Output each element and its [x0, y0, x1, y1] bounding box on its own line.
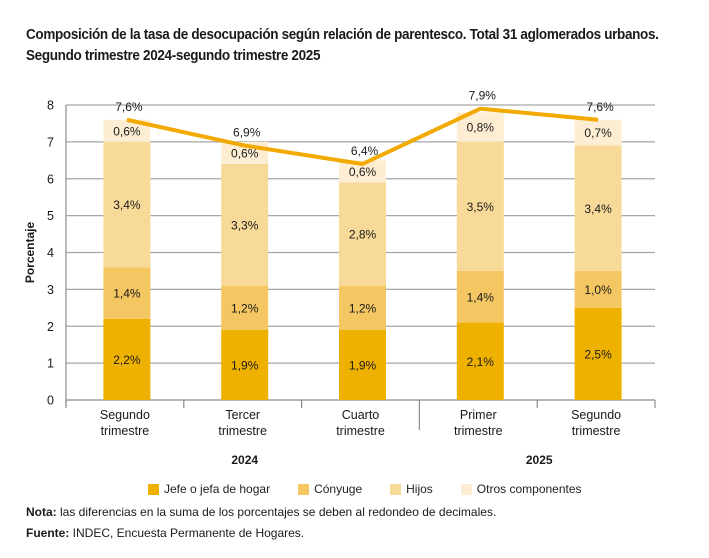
- bar-segment-hijos: [103, 141, 151, 268]
- bar-segment-jefe-o-jefa-de-hogar: [456, 322, 504, 400]
- bar-segment-c-nyuge: [103, 267, 151, 319]
- bar-data-label: 2,1%: [467, 355, 495, 369]
- y-tick-label: 5: [47, 209, 54, 223]
- bar-data-label: 1,4%: [113, 287, 141, 301]
- line-data-label: 6,4%: [351, 144, 379, 158]
- y-tick-label: 8: [47, 99, 54, 113]
- x-category-label: trimestre: [454, 424, 503, 438]
- x-category-label: Segundo: [100, 408, 150, 422]
- x-category-label: Cuarto: [342, 408, 380, 422]
- y-tick-label: 3: [47, 283, 54, 297]
- bar-segment-hijos: [456, 141, 504, 271]
- legend-item: Jefe o jefa de hogar: [148, 482, 270, 496]
- x-category-label: trimestre: [336, 424, 385, 438]
- bar-data-label: 1,2%: [349, 301, 377, 315]
- bar-segment-otros-componentes: [339, 160, 386, 183]
- chart-title-line-2: Segundo trimestre 2024-segundo trimestre…: [26, 48, 321, 64]
- note-text: las diferencias en la suma de los porcen…: [56, 505, 497, 519]
- y-axis-label: Porcentaje: [23, 221, 37, 283]
- bar-data-label: 2,8%: [349, 228, 377, 242]
- bar-segment-jefe-o-jefa-de-hogar: [221, 329, 269, 400]
- legend-swatch: [460, 483, 472, 495]
- y-tick-label: 6: [47, 172, 54, 186]
- bar-data-label: 1,9%: [231, 358, 259, 372]
- x-category-label: Tercer: [225, 408, 260, 422]
- stacked-bar-chart: 0 1 2 3 4 5 6 7 8 Porcentaje 2,2% 1,4% 3,4% 0,6% 1,9% 1…: [23, 89, 656, 467]
- legend-swatch: [390, 483, 402, 495]
- x-category-label: trimestre: [101, 424, 150, 438]
- bar-segment-hijos: [221, 164, 269, 286]
- legend-swatch: [148, 483, 159, 495]
- bar-segment-c-nyuge: [221, 285, 269, 330]
- x-category-label: trimestre: [572, 424, 621, 438]
- legend: Jefe o jefa de hogar Cónyuge Hijos Otros co…: [148, 482, 610, 496]
- bar-data-label: 1,9%: [349, 358, 377, 372]
- chart-title-line-1: Composición de la tasa de desocupación s…: [26, 27, 659, 43]
- bar-data-label: 2,5%: [584, 347, 612, 361]
- bar-segment-jefe-o-jefa-de-hogar: [574, 307, 622, 400]
- bar-segment-c-nyuge: [339, 285, 386, 330]
- legend-item: Otros componentes: [460, 482, 582, 496]
- legend-item: Cónyuge: [298, 482, 362, 496]
- note-label: Nota:: [26, 505, 57, 519]
- legend-swatch: [298, 483, 310, 495]
- x-category-label: Segundo: [571, 408, 621, 422]
- bar-data-label: 0,7%: [584, 126, 612, 140]
- y-tick-label: 2: [47, 320, 54, 334]
- y-tick-label: 1: [47, 357, 54, 371]
- bar-data-label: 3,5%: [467, 200, 495, 214]
- x-category-label: trimestre: [218, 424, 267, 438]
- legend-label: Hijos: [406, 482, 433, 496]
- bar-segment-hijos: [339, 182, 386, 286]
- bar-data-label: 0,6%: [113, 124, 141, 138]
- bar-data-label: 1,2%: [231, 301, 259, 315]
- y-tick-label: 0: [47, 394, 54, 408]
- bar-data-label: 1,4%: [467, 290, 495, 304]
- line-data-label: 7,6%: [115, 100, 143, 114]
- bar-segment-hijos: [574, 145, 622, 271]
- x-category-label: Primer: [460, 408, 497, 422]
- bar-segment-otros-componentes: [103, 119, 151, 142]
- bar-segment-jefe-o-jefa-de-hogar: [339, 329, 386, 400]
- source-label: Fuente:: [26, 526, 70, 540]
- bar-segment-jefe-o-jefa-de-hogar: [103, 318, 151, 400]
- line-data-label: 7,6%: [586, 100, 614, 114]
- bar-data-label: 3,4%: [113, 198, 141, 212]
- line-data-label: 6,9%: [233, 126, 261, 140]
- note: Nota: las diferencias en la suma de los …: [26, 505, 496, 519]
- bar-segment-otros-componentes: [574, 119, 622, 146]
- bar-data-label: 2,2%: [113, 353, 141, 367]
- bar-segment-c-nyuge: [456, 270, 504, 323]
- bar-segment-c-nyuge: [574, 270, 622, 308]
- bar-data-label: 3,3%: [231, 218, 259, 232]
- x-group-label: 2025: [526, 453, 553, 467]
- y-tick-label: 7: [47, 135, 54, 149]
- line-data-label: 7,9%: [469, 89, 497, 103]
- bar-data-label: 0,8%: [467, 121, 495, 135]
- legend-label: Jefe o jefa de hogar: [164, 482, 271, 496]
- source: Fuente: INDEC, Encuesta Permanente de Ho…: [26, 526, 304, 540]
- bar-data-label: 3,4%: [584, 202, 612, 216]
- chart-title: Composición de la tasa de desocupación s…: [26, 25, 659, 67]
- y-tick-label: 4: [47, 246, 54, 260]
- x-group-label: 2024: [231, 453, 258, 467]
- legend-label: Cónyuge: [314, 482, 363, 496]
- bar-data-label: 1,0%: [584, 283, 612, 297]
- source-text: INDEC, Encuesta Permanente de Hogares.: [69, 526, 305, 540]
- bar-data-label: 0,6%: [231, 146, 259, 160]
- legend-label: Otros componentes: [476, 482, 582, 496]
- legend-item: Hijos: [390, 482, 433, 496]
- bar-data-label: 0,6%: [349, 165, 377, 179]
